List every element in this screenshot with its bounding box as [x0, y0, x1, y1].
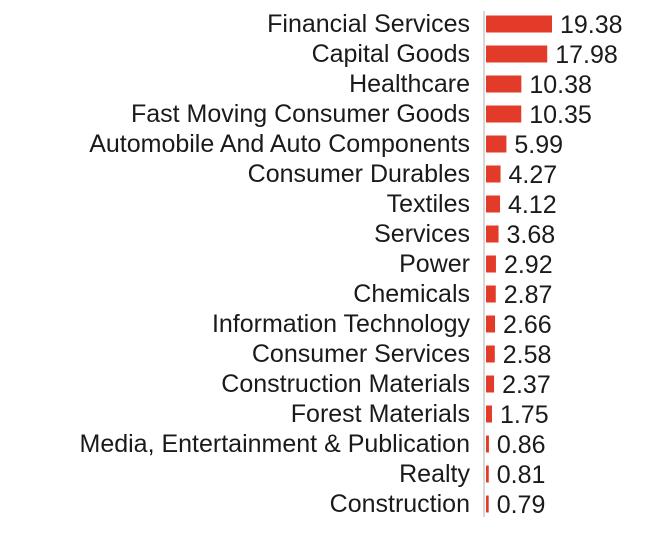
category-label: Automobile And Auto Components	[89, 130, 470, 158]
value-label: 0.79	[497, 491, 546, 519]
category-label: Capital Goods	[312, 40, 470, 68]
category-label: Construction Materials	[221, 370, 470, 398]
bar-row: Fast Moving Consumer Goods 10.35	[131, 100, 592, 129]
bar-row: Consumer Durables 4.27	[248, 160, 558, 189]
bar-row: Forest Materials 1.75	[291, 400, 549, 429]
bar-row: Construction 0.79	[330, 490, 546, 519]
bar-row: Media, Entertainment & Publication 0.86	[80, 430, 546, 459]
value-label: 5.99	[514, 131, 563, 159]
bar	[486, 495, 489, 513]
bar	[486, 345, 495, 363]
bar-row: Construction Materials 2.37	[221, 370, 550, 399]
value-label: 4.12	[508, 191, 557, 219]
value-label: 2.37	[502, 371, 551, 399]
category-label: Realty	[399, 460, 470, 488]
category-label: Power	[399, 250, 470, 278]
bar	[486, 435, 489, 453]
bar	[486, 135, 507, 153]
value-label: 10.38	[529, 71, 592, 99]
bar	[486, 285, 496, 303]
category-label: Consumer Durables	[248, 160, 470, 188]
bar-row: Capital Goods 17.98	[312, 40, 618, 69]
value-label: 2.58	[503, 341, 552, 369]
bar-row: Services 3.68	[374, 220, 555, 249]
bar	[486, 405, 492, 423]
bar	[486, 195, 501, 213]
bar-row: Chemicals 2.87	[353, 280, 552, 309]
category-label: Services	[374, 220, 470, 248]
value-label: 2.92	[504, 251, 553, 279]
bar	[486, 375, 495, 393]
category-label: Chemicals	[353, 280, 470, 308]
category-label: Textiles	[387, 190, 470, 218]
bar-row: Automobile And Auto Components 5.99	[89, 130, 563, 159]
value-label: 1.75	[500, 401, 549, 429]
bar	[486, 105, 522, 123]
bar-row: Textiles 4.12	[387, 190, 557, 219]
value-label: 2.87	[504, 281, 553, 309]
value-label: 0.81	[497, 461, 546, 489]
bar-row: Healthcare 10.38	[349, 70, 592, 99]
category-label: Consumer Services	[252, 340, 470, 368]
bar	[486, 225, 499, 243]
bar-row: Financial Services 19.38	[267, 10, 622, 39]
bar	[486, 465, 489, 483]
category-label: Media, Entertainment & Publication	[80, 430, 471, 458]
category-label: Information Technology	[212, 310, 471, 338]
value-label: 17.98	[555, 41, 618, 69]
category-label: Healthcare	[349, 70, 470, 98]
bar-row: Realty 0.81	[399, 460, 545, 489]
category-label: Financial Services	[267, 10, 470, 38]
category-label: Construction	[330, 490, 470, 518]
bar	[486, 315, 496, 333]
bar-row: Consumer Services 2.58	[252, 340, 552, 369]
bar	[486, 75, 522, 93]
bar	[486, 15, 552, 33]
chart-rows: Financial Services 19.38 Capital Goods 17.9…	[80, 10, 623, 519]
bar	[486, 45, 548, 63]
value-label: 0.86	[497, 431, 546, 459]
value-label: 2.66	[503, 311, 552, 339]
category-label: Fast Moving Consumer Goods	[131, 100, 470, 128]
value-label: 4.27	[509, 161, 558, 189]
bar	[486, 165, 501, 183]
value-label: 19.38	[560, 11, 623, 39]
value-label: 10.35	[529, 101, 592, 129]
value-label: 3.68	[507, 221, 556, 249]
bar-row: Information Technology 2.66	[212, 310, 552, 339]
category-label: Forest Materials	[291, 400, 470, 428]
bar	[486, 255, 496, 273]
bar-row: Power 2.92	[399, 250, 552, 279]
